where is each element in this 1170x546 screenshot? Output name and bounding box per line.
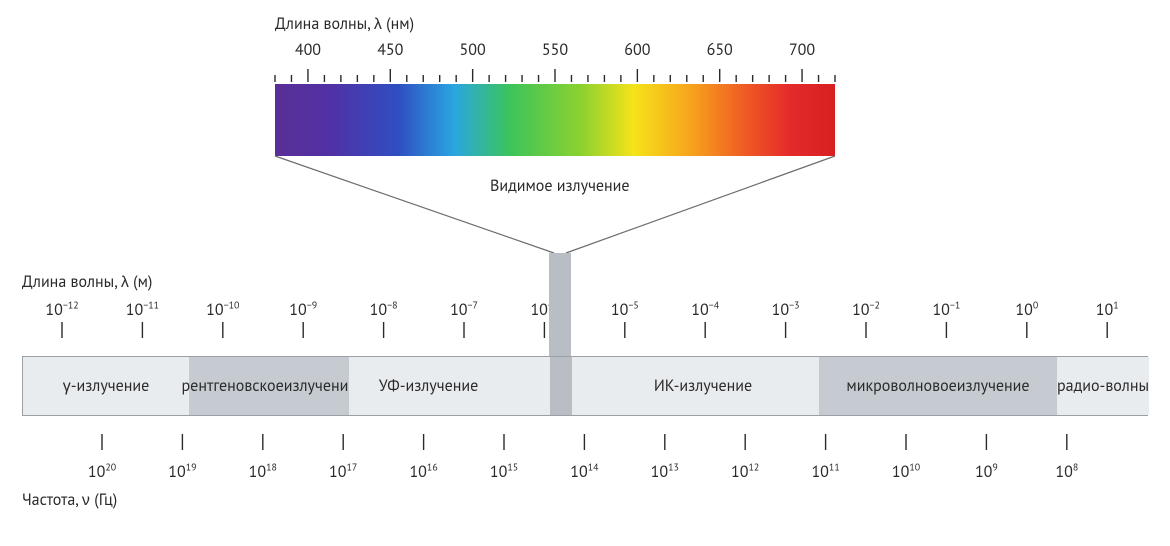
frequency-tick-label: 1016 <box>409 462 437 482</box>
frequency-tick-label: 1017 <box>329 462 357 482</box>
frequency-tick-label: 1015 <box>490 462 518 482</box>
frequency-axis-title: Частота, ν (Гц) <box>22 490 117 510</box>
frequency-tick-label: 1012 <box>731 462 759 482</box>
frequency-tick-label: 1019 <box>168 462 196 482</box>
frequency-tick-label: 109 <box>975 462 998 482</box>
frequency-tick-label: 1010 <box>892 462 920 482</box>
em-spectrum-diagram: Длина волны, λ (нм) 40045050055060065070… <box>0 0 1170 546</box>
frequency-tick-label: 108 <box>1055 462 1078 482</box>
frequency-tick-label: 1018 <box>249 462 277 482</box>
frequency-tick-label: 1020 <box>88 462 116 482</box>
frequency-tick-label: 1011 <box>811 462 839 482</box>
frequency-tick-label: 1013 <box>651 462 679 482</box>
visible-band-extension <box>549 253 571 356</box>
frequency-tick-label: 1014 <box>570 462 598 482</box>
